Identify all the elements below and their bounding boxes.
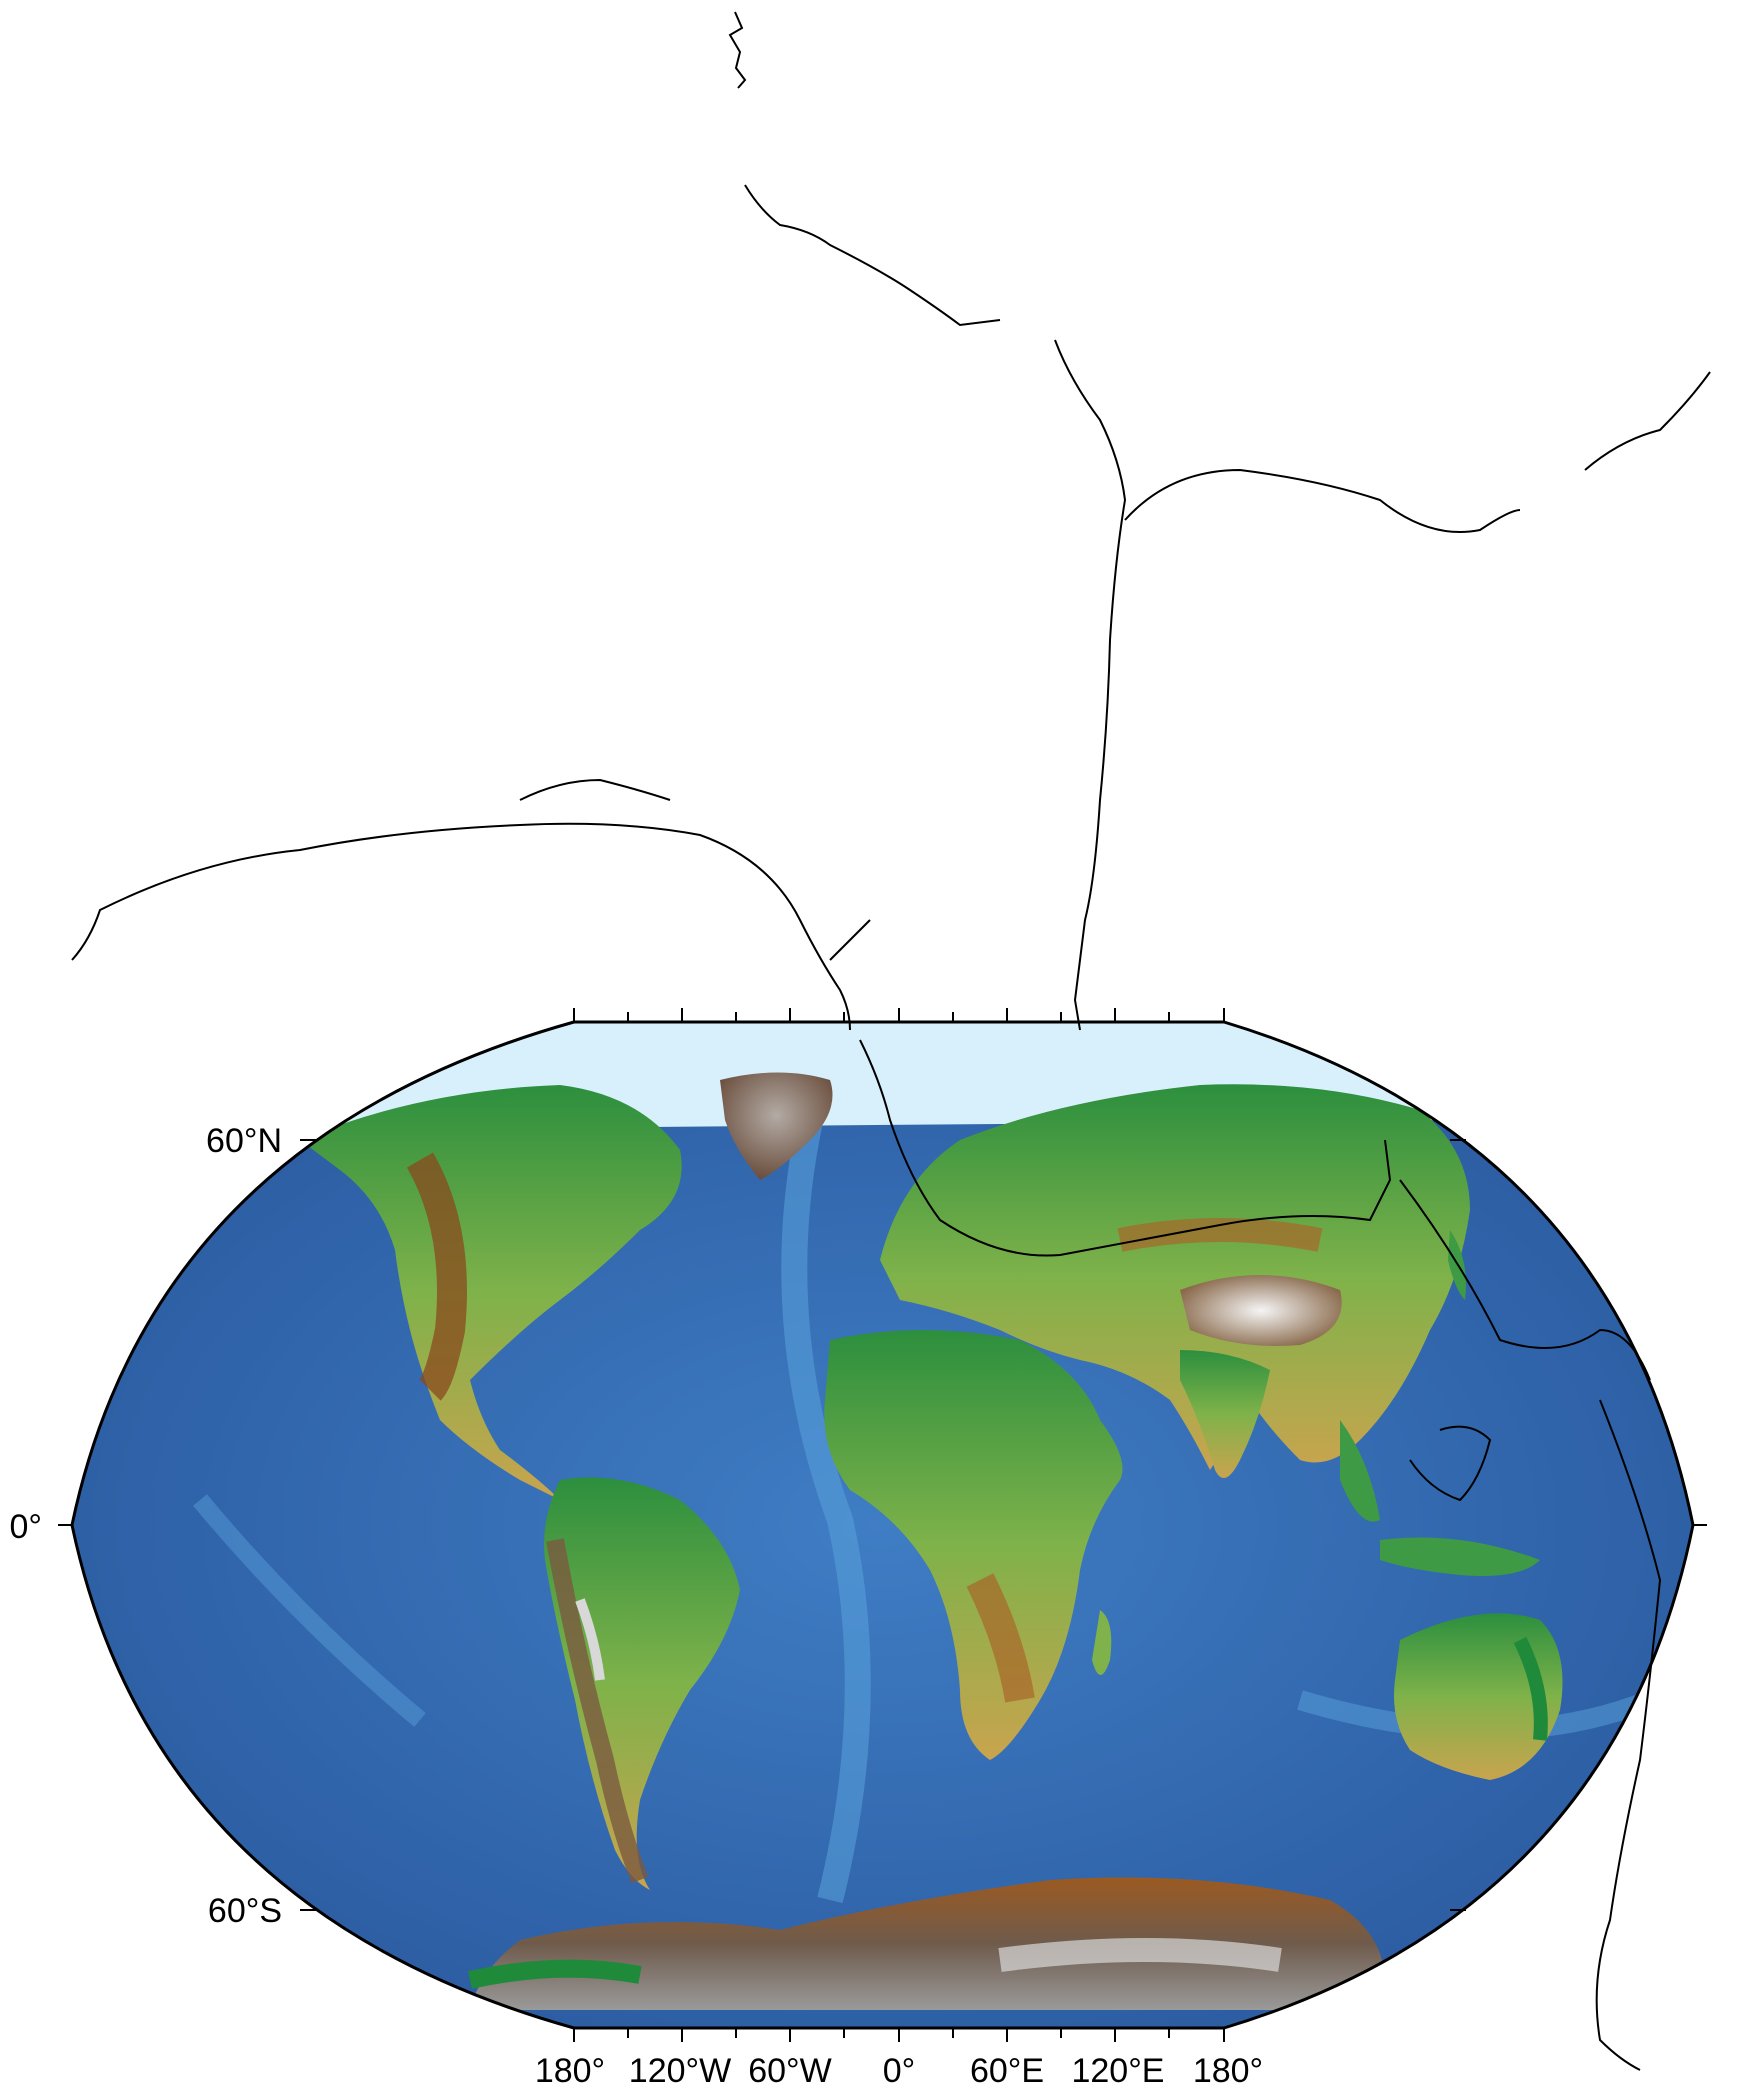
tibet-plateau (1180, 1275, 1342, 1346)
eurasia (880, 1084, 1470, 1470)
antarctica (470, 1877, 1385, 2010)
lon-label-120w: 120°W (629, 2052, 731, 2090)
lat-label-equator: 0° (9, 1508, 42, 1546)
land (300, 1072, 1563, 2010)
india (1180, 1350, 1270, 1478)
lon-label-180e: 180° (1193, 2052, 1263, 2090)
lon-label-60w: 60°W (748, 2052, 832, 2090)
stray-coastlines (71, 11, 1711, 2071)
lon-label-0: 0° (883, 2052, 916, 2090)
lon-label-60e: 60°E (970, 2052, 1044, 2090)
north-america (300, 1085, 682, 1500)
lat-label-60s: 60°S (208, 1892, 282, 1930)
lon-label-120e: 120°E (1071, 2052, 1164, 2090)
tick-marks (58, 1008, 1707, 2042)
lat-label-60n: 60°N (206, 1122, 282, 1160)
south-america (544, 1477, 740, 1890)
lon-label-180w: 180° (535, 2052, 605, 2090)
greenland (720, 1072, 833, 1180)
africa (824, 1330, 1123, 1760)
